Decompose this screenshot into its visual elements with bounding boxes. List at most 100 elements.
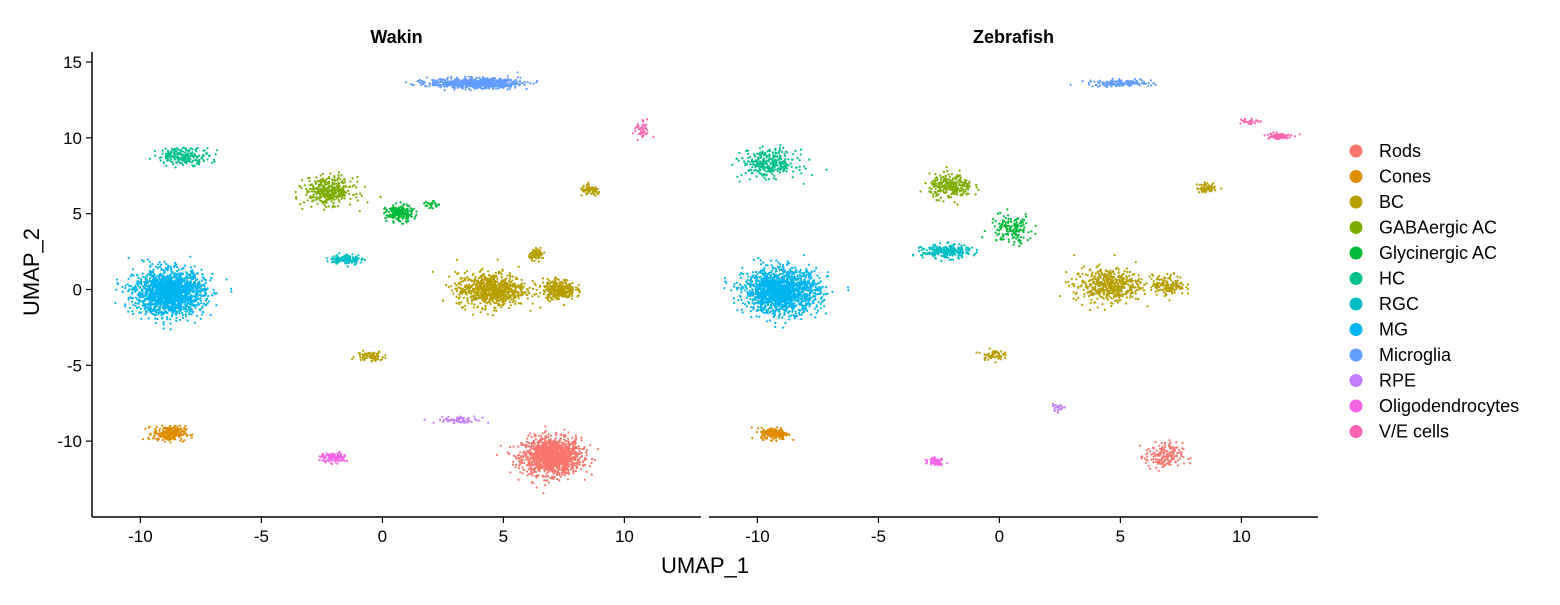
point — [458, 287, 462, 290]
point — [590, 192, 593, 195]
point — [401, 205, 404, 208]
point — [150, 311, 153, 314]
point — [594, 459, 597, 462]
point — [535, 461, 538, 464]
point — [426, 204, 429, 207]
point — [395, 213, 398, 216]
point — [141, 438, 144, 441]
point — [486, 313, 489, 316]
point — [361, 353, 364, 356]
point — [339, 178, 342, 181]
point — [331, 256, 334, 259]
point — [311, 196, 314, 199]
point — [583, 457, 587, 460]
point — [159, 435, 162, 438]
point — [476, 306, 479, 309]
point — [543, 251, 546, 254]
point — [530, 442, 533, 446]
point — [530, 259, 534, 262]
point — [568, 458, 571, 461]
point — [567, 453, 570, 456]
point — [538, 285, 542, 288]
point — [565, 290, 568, 293]
point — [484, 307, 487, 310]
point — [321, 191, 324, 194]
point — [551, 463, 554, 466]
point — [170, 432, 173, 435]
point — [577, 445, 581, 448]
point — [560, 447, 563, 450]
point — [363, 258, 367, 261]
point — [471, 283, 474, 287]
point — [506, 295, 509, 298]
point — [166, 318, 169, 321]
point — [526, 293, 529, 296]
point — [546, 443, 549, 446]
point — [557, 448, 560, 451]
point — [562, 289, 565, 292]
point — [369, 356, 372, 360]
point — [546, 296, 550, 299]
point — [569, 468, 573, 471]
point — [127, 310, 130, 313]
point — [175, 270, 179, 273]
point — [196, 272, 199, 275]
point — [186, 434, 189, 437]
point — [184, 158, 187, 161]
point — [563, 291, 566, 294]
point — [520, 461, 524, 464]
point — [557, 469, 560, 472]
point — [179, 432, 182, 435]
cluster-bc — [431, 258, 550, 317]
point — [182, 433, 185, 436]
point — [528, 292, 531, 295]
point — [570, 458, 574, 461]
point — [505, 285, 508, 288]
point — [384, 354, 387, 357]
point — [542, 445, 545, 448]
point — [515, 457, 518, 460]
point — [474, 279, 477, 282]
point — [334, 191, 337, 194]
point — [537, 459, 540, 462]
point — [318, 184, 321, 187]
point — [184, 154, 187, 157]
point — [356, 180, 359, 183]
point — [455, 289, 458, 292]
point — [474, 275, 477, 279]
point — [487, 273, 490, 277]
point — [487, 270, 490, 273]
point — [174, 430, 177, 433]
point — [170, 427, 173, 430]
point — [180, 437, 183, 440]
point — [559, 293, 562, 296]
point — [495, 298, 498, 301]
point — [161, 152, 164, 155]
point — [348, 185, 351, 188]
point — [561, 473, 564, 476]
point — [322, 190, 326, 193]
point — [356, 199, 359, 202]
point — [548, 300, 552, 303]
point — [323, 204, 326, 207]
point — [558, 295, 561, 298]
point — [451, 289, 454, 292]
point — [366, 201, 369, 204]
point — [545, 285, 548, 288]
point — [405, 208, 408, 211]
point — [537, 260, 540, 263]
point — [185, 160, 188, 163]
point — [458, 293, 461, 296]
point — [161, 316, 164, 319]
point — [534, 284, 537, 287]
point — [351, 358, 354, 361]
point — [131, 300, 134, 303]
point — [433, 201, 436, 204]
point — [499, 291, 502, 294]
point — [365, 356, 368, 360]
point — [341, 196, 344, 199]
point — [542, 281, 545, 284]
point — [197, 301, 200, 305]
point — [548, 292, 551, 295]
